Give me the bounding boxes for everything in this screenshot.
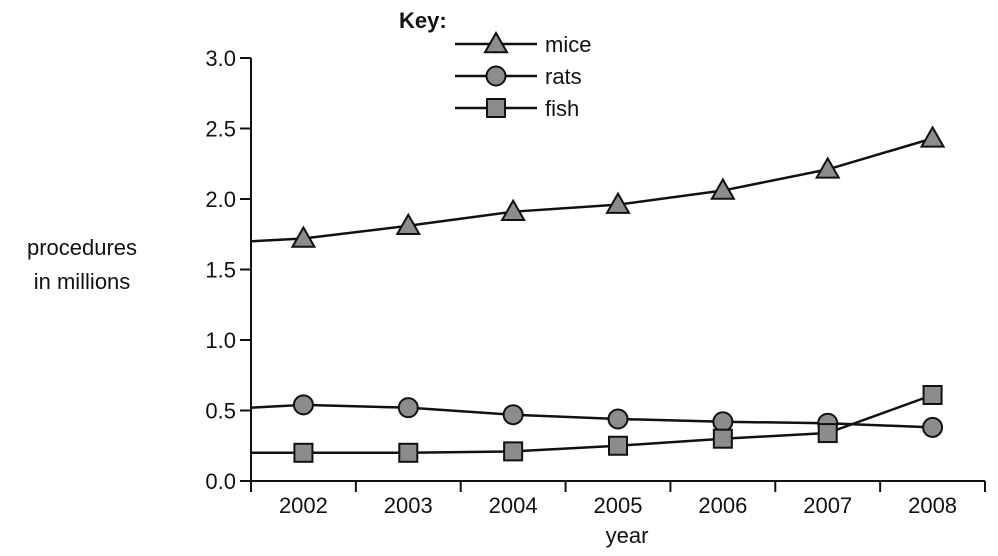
x-tick-label: 2008 xyxy=(908,493,957,518)
legend-marker-fish xyxy=(486,98,506,118)
y-tick-label: 0.0 xyxy=(205,469,236,494)
y-tick-label: 2.5 xyxy=(205,117,236,142)
x-tick-label: 2003 xyxy=(384,493,433,518)
legend-label-mice: mice xyxy=(545,32,591,57)
series-markers xyxy=(290,125,946,463)
fish-point xyxy=(608,435,628,456)
fish-point xyxy=(817,423,838,444)
fish-point xyxy=(922,384,943,405)
rats-point xyxy=(292,394,314,416)
rats-point xyxy=(397,397,419,419)
legend-label-rats: rats xyxy=(545,64,582,89)
y-axis-title-line-2: in millions xyxy=(34,269,131,294)
fish-point xyxy=(293,442,314,463)
fish-point xyxy=(503,441,524,462)
mice-point xyxy=(605,191,631,214)
x-ticks: 2002 2003 2004 2005 2006 2007 2008 xyxy=(250,481,986,518)
y-tick-label: 0.5 xyxy=(205,399,236,424)
legend-label-fish: fish xyxy=(545,96,579,121)
mice-line xyxy=(250,137,933,243)
y-tick-label: 1.5 xyxy=(205,258,236,283)
x-axis-title: year xyxy=(606,523,649,548)
legend: Key: mice rats fish xyxy=(399,8,591,121)
rats-point xyxy=(607,408,629,430)
y-tick-label: 3.0 xyxy=(205,46,236,71)
y-axis-title-line-1: procedures xyxy=(27,235,137,260)
y-tick-label: 1.0 xyxy=(205,328,236,353)
rats-point xyxy=(922,416,944,438)
legend-title: Key: xyxy=(399,8,447,33)
mice-point xyxy=(710,177,736,200)
x-tick-label: 2006 xyxy=(698,493,747,518)
rats-point xyxy=(502,404,524,426)
rats-point xyxy=(712,411,734,433)
fish-point xyxy=(398,442,419,463)
fish-line xyxy=(251,393,933,455)
x-tick-label: 2007 xyxy=(803,493,852,518)
legend-entries: mice rats fish xyxy=(455,30,591,121)
legend-marker-mice xyxy=(483,30,509,54)
x-tick-label: 2004 xyxy=(489,493,538,518)
legend-marker-rats xyxy=(485,65,507,87)
y-tick-label: 2.0 xyxy=(205,187,236,212)
series-lines xyxy=(250,137,933,455)
y-ticks: 0.0 0.5 1.0 1.5 2.0 2.5 3.0 xyxy=(205,46,251,494)
fish-point xyxy=(712,428,733,449)
mice-point xyxy=(814,156,841,179)
mice-point xyxy=(500,198,526,221)
mice-point xyxy=(395,212,422,236)
x-tick-label: 2005 xyxy=(594,493,643,518)
rats-line xyxy=(250,403,933,429)
mice-point xyxy=(919,125,946,148)
x-tick-label: 2002 xyxy=(279,493,328,518)
mice-point xyxy=(290,225,317,248)
